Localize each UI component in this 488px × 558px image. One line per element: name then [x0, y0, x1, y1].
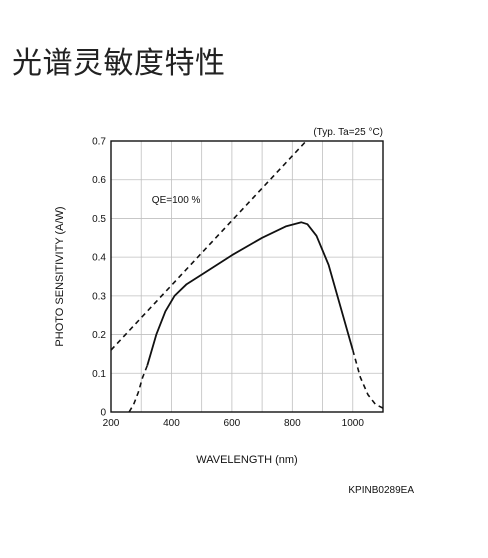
series-line-sensitivity-3 [352, 349, 384, 409]
y-tick-labels: 0 0.1 0.2 0.3 0.4 0.5 0.6 0.7 [92, 137, 106, 419]
x-tick-label: 1000 [342, 418, 365, 429]
series-line-sensitivity-2 [128, 365, 149, 413]
x-tick-label: 600 [224, 418, 241, 429]
x-tick-label: 800 [284, 418, 301, 429]
x-tick-labels: 200 400 600 800 1000 [103, 418, 365, 429]
y-tick-label: 0.4 [92, 253, 106, 264]
figure-code: KPINB0289EA [348, 485, 414, 496]
chart-series [110, 140, 384, 413]
series-line-qe100 [110, 140, 307, 351]
y-tick-label: 0.1 [92, 369, 106, 380]
x-tick-label: 400 [163, 418, 180, 429]
y-tick-label: 0.2 [92, 330, 106, 341]
condition-label: (Typ. Ta=25 °C) [313, 127, 383, 138]
plot-frame [110, 140, 384, 413]
x-axis-title: WAVELENGTH (nm) [196, 454, 297, 466]
chart-grid [110, 140, 384, 413]
y-tick-label: 0 [100, 408, 106, 419]
x-tick-label: 200 [103, 418, 120, 429]
series-line-sensitivity-1 [146, 221, 354, 366]
y-tick-label: 0.7 [92, 137, 106, 148]
y-tick-label: 0.3 [92, 291, 106, 302]
y-tick-label: 0.6 [92, 175, 106, 186]
series-label-qe: QE=100 % [152, 195, 201, 206]
page-title: 光谱灵敏度特性 [12, 46, 226, 81]
y-axis-title: PHOTO SENSITIVITY (A/W) [54, 206, 66, 346]
y-tick-label: 0.5 [92, 214, 106, 225]
